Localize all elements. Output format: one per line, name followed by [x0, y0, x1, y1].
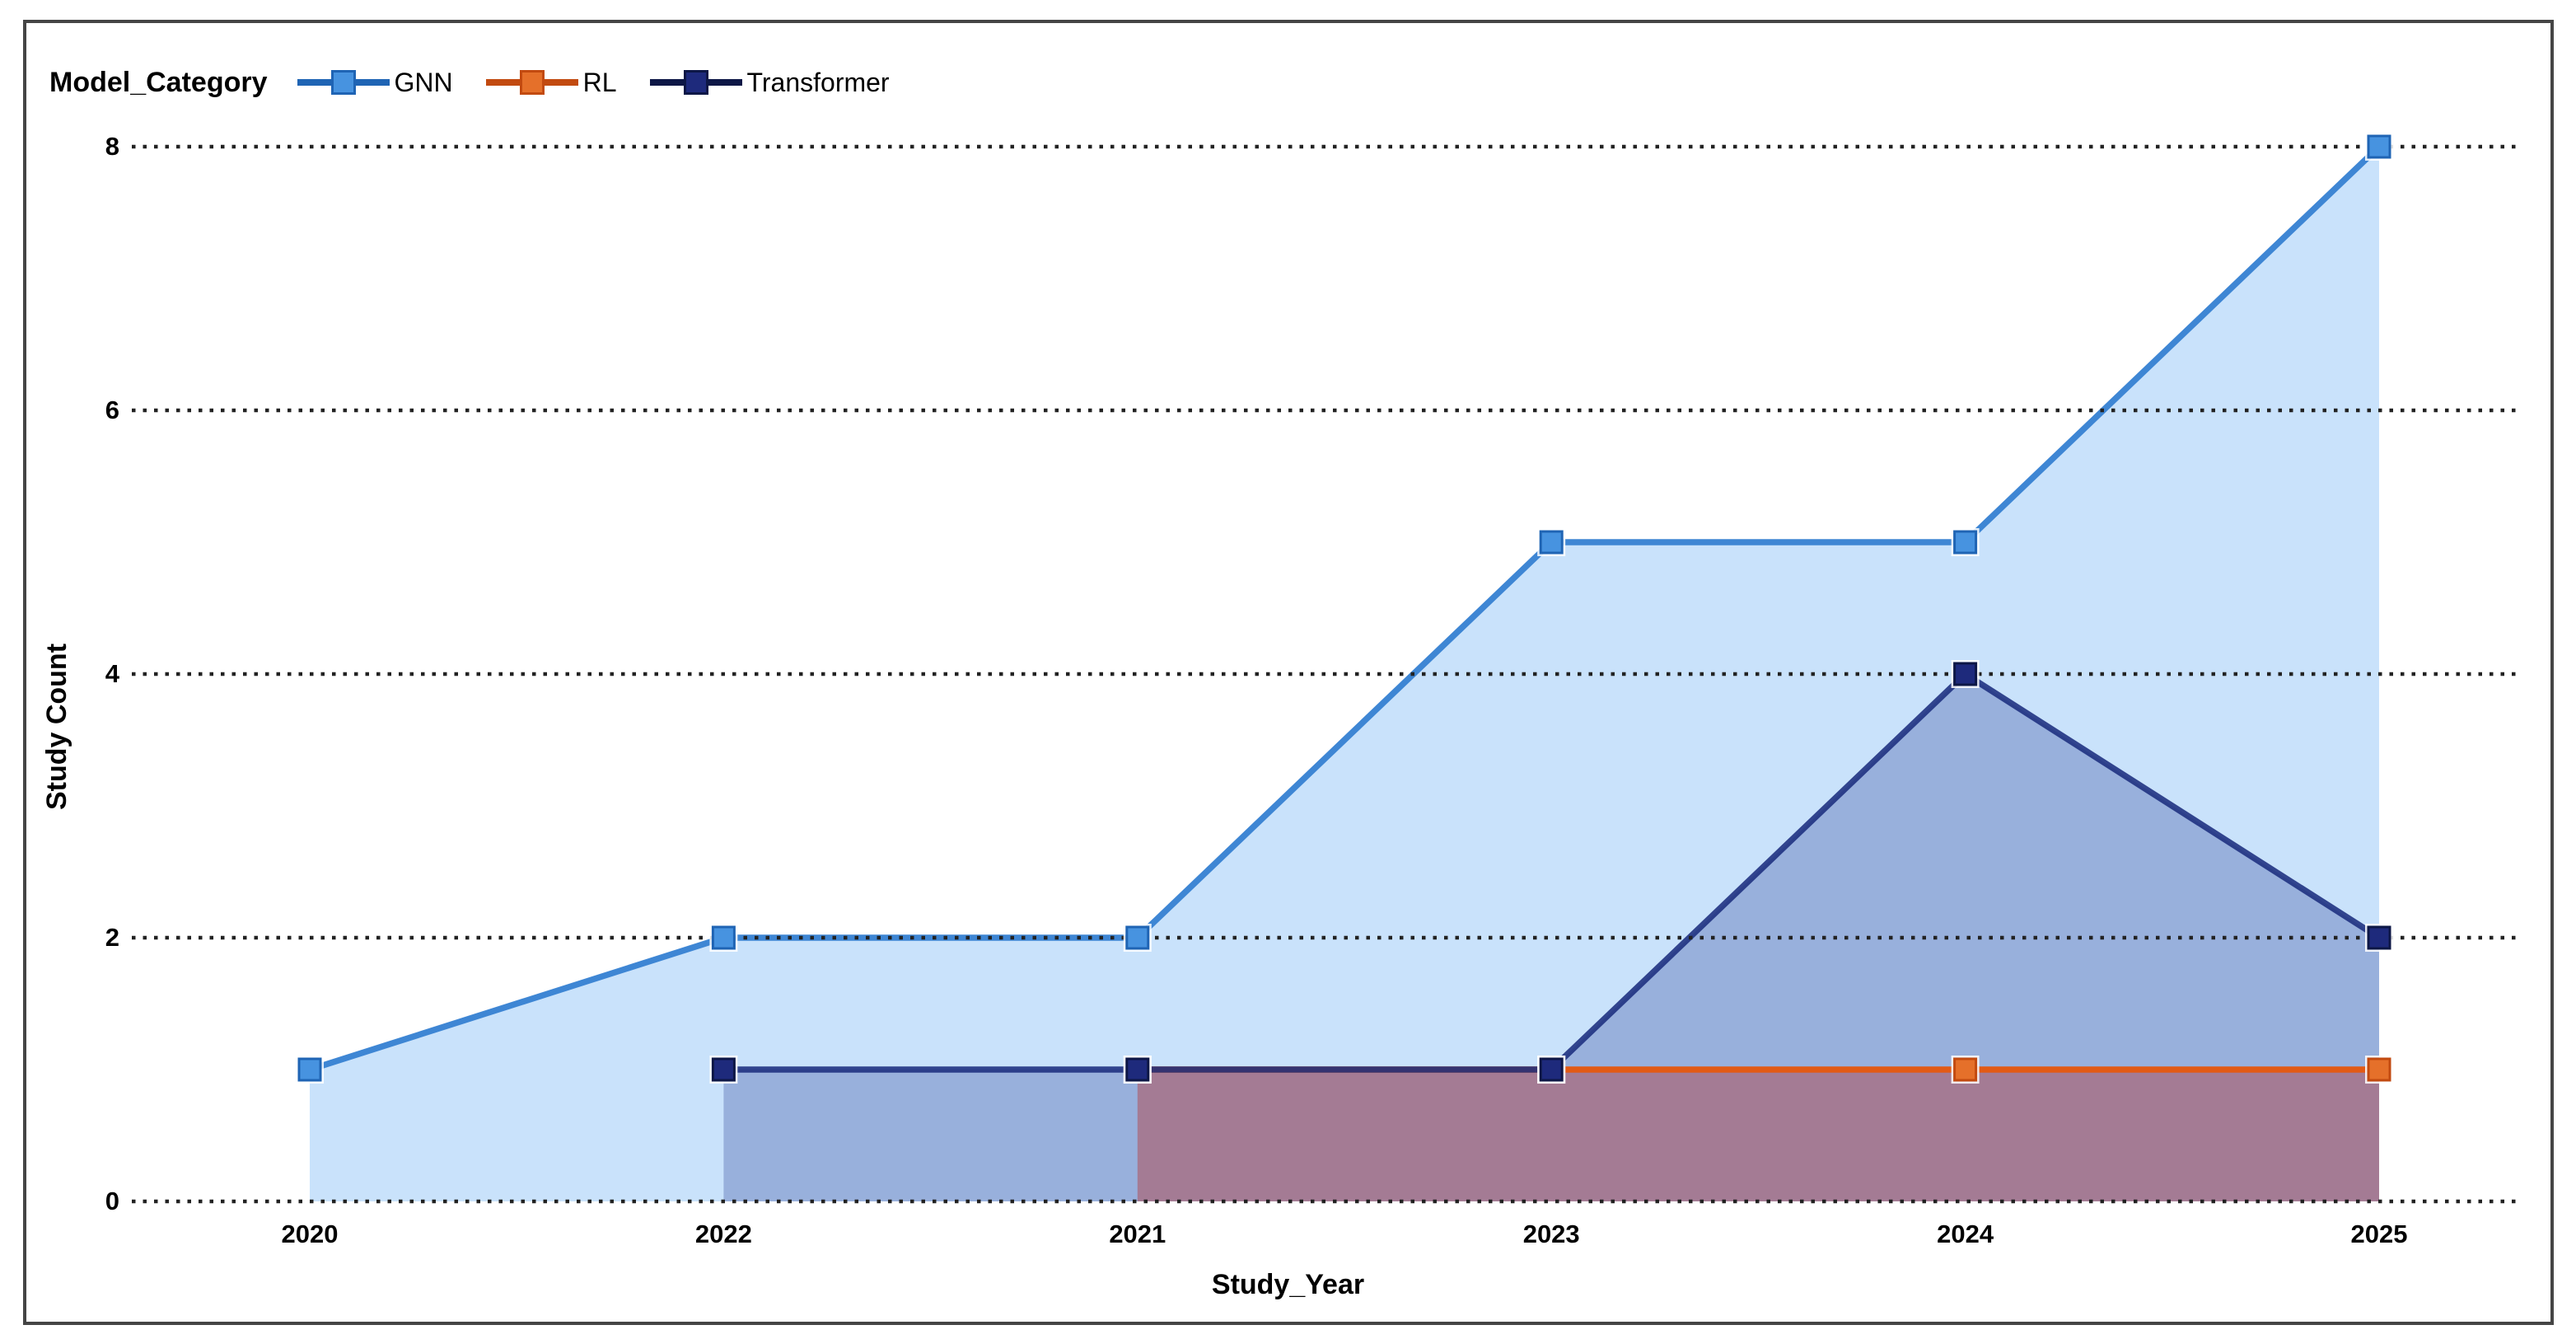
- marker-RL-2025: [2367, 1057, 2391, 1082]
- marker-halo-GNN: [2365, 133, 2393, 161]
- legend-item-RL: RL: [485, 67, 617, 98]
- marker-halo-GNN: [1123, 924, 1152, 952]
- legend-label-GNN: GNN: [394, 67, 453, 97]
- legend-label-RL: RL: [582, 67, 617, 97]
- marker-halo-GNN: [709, 924, 738, 952]
- chart-legend: Model_Category GNN RL Transformer: [49, 63, 911, 102]
- marker-GNN-2025: [2367, 134, 2391, 159]
- marker-halo-GNN: [1951, 528, 1980, 556]
- area-RL: [1137, 1070, 2379, 1201]
- y-tick-label-8: 8: [105, 132, 119, 161]
- marker-halo-Transformer: [2365, 924, 2393, 952]
- marker-Transformer-2024: [1953, 662, 1978, 686]
- marker-Transformer-2025: [2367, 925, 2391, 950]
- legend-item-Transformer: Transformer: [649, 67, 890, 98]
- marker-halo-Transformer: [1537, 1056, 1566, 1084]
- marker-Transformer-2021: [1125, 1057, 1150, 1082]
- legend-label-Transformer: Transformer: [746, 67, 890, 97]
- panel-border: [23, 20, 2554, 1325]
- marker-halo-Transformer: [709, 1056, 738, 1084]
- line-GNN: [308, 144, 2382, 1073]
- y-tick-label-4: 4: [105, 659, 119, 688]
- marker-Transformer-2022: [711, 1057, 736, 1082]
- y-tick-label-6: 6: [105, 396, 119, 424]
- x-tick-label-2021: 2021: [1109, 1220, 1166, 1248]
- marker-RL-2024: [1953, 1057, 1978, 1082]
- marker-Transformer-2023: [1539, 1057, 1564, 1082]
- y-tick-label-2: 2: [105, 923, 119, 952]
- marker-halo-GNN: [1537, 528, 1566, 556]
- legend-title: Model_Category: [49, 66, 268, 98]
- x-tick-label-2020: 2020: [281, 1220, 339, 1248]
- y-axis-title: Study Count: [41, 643, 72, 811]
- marker-halo-Transformer: [1951, 660, 1980, 688]
- y-tick-label-0: 0: [105, 1187, 119, 1215]
- legend-item-GNN: GNN: [297, 68, 453, 98]
- marker-GNN-2020: [297, 1057, 322, 1082]
- legend-marker-Transformer-icon: [649, 68, 742, 96]
- marker-halo-GNN: [296, 1056, 324, 1084]
- x-axis-title: Study_Year: [1211, 1269, 1365, 1300]
- x-tick-label-2024: 2024: [1937, 1220, 1994, 1248]
- marker-halo-RL: [1951, 1056, 1980, 1084]
- legend-marker-RL-icon: [485, 68, 578, 96]
- x-tick-label-2023: 2023: [1522, 1220, 1580, 1248]
- x-tick-label-2022: 2022: [694, 1220, 752, 1248]
- marker-halo-RL: [2365, 1056, 2393, 1084]
- x-tick-label-2025: 2025: [2350, 1220, 2408, 1248]
- marker-GNN-2022: [711, 925, 736, 950]
- marker-halo-Transformer: [1123, 1056, 1152, 1084]
- marker-GNN-2023: [1539, 530, 1564, 555]
- legend-marker-GNN-icon: [297, 68, 390, 96]
- marker-GNN-2024: [1953, 530, 1978, 555]
- marker-GNN-2021: [1125, 925, 1150, 950]
